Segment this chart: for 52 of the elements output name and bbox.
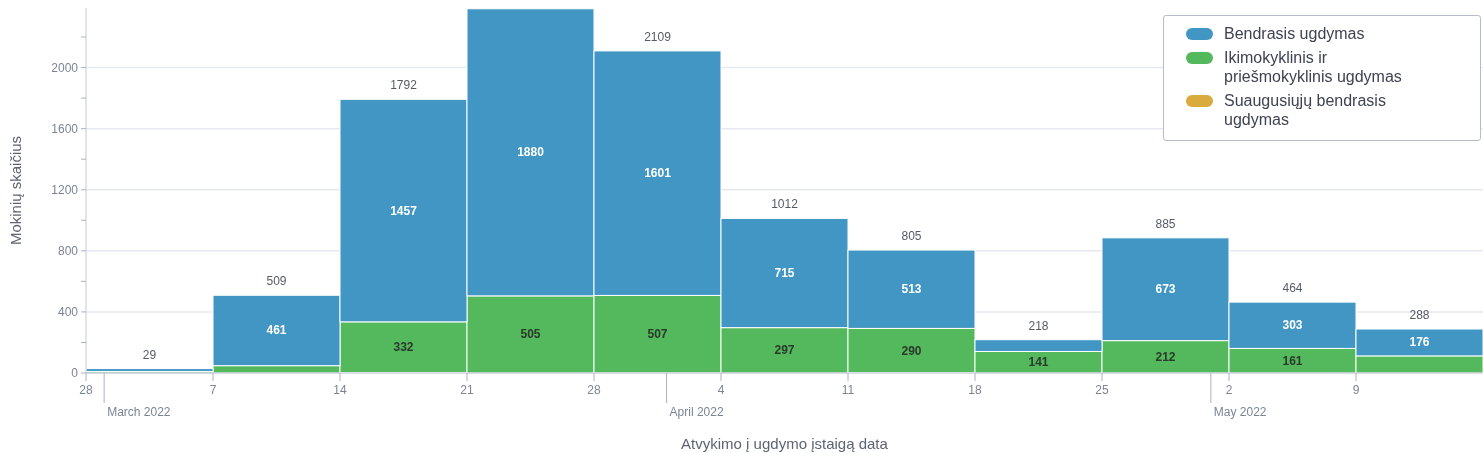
data-label: 297 (774, 343, 795, 358)
x-tick-label: 9 (1352, 383, 1360, 397)
x-tick-label: 25 (1095, 383, 1109, 397)
total-label: 885 (1155, 216, 1176, 231)
x-tick-label: 7 (209, 383, 217, 397)
x-axis-title: Atvykimo į ugdymo įstaigą data (681, 435, 889, 452)
x-tick-label: 28 (587, 383, 601, 397)
x-tick-label: 14 (333, 383, 347, 397)
y-tick-label: 400 (57, 304, 79, 319)
data-label: 673 (1155, 282, 1176, 297)
x-tick-label: 11 (841, 383, 855, 397)
x-tick-label: 4 (717, 383, 725, 397)
total-label: 509 (266, 274, 287, 289)
data-label: 141 (1028, 355, 1049, 370)
total-label: 1792 (390, 78, 418, 93)
total-label: 1012 (771, 197, 799, 212)
data-label: 303 (1282, 318, 1303, 333)
data-label: 212 (1155, 349, 1176, 364)
data-label: 507 (647, 327, 668, 342)
x-tick-label: 28 (79, 383, 93, 397)
text: March 2022 (107, 405, 171, 419)
y-tick-label: 1600 (51, 121, 79, 136)
total-label: 218 (1028, 318, 1049, 333)
legend-label: Ikimokyklinis ir priešmokyklinis ugdymas (1224, 48, 1403, 86)
data-label: 1457 (390, 203, 418, 218)
legend-label: Suaugusiųjų bendrasis ugdymas (1224, 91, 1387, 129)
data-label: 513 (901, 282, 922, 297)
text: April 2022 (669, 405, 724, 419)
total-label: 29 (142, 347, 157, 362)
y-tick-label: 1200 (51, 182, 79, 197)
data-label: 461 (266, 323, 287, 338)
total-label: 288 (1409, 308, 1430, 323)
total-label: 464 (1282, 281, 1303, 296)
total-label: 805 (901, 229, 922, 244)
data-label: 505 (520, 327, 541, 342)
data-label: 290 (901, 343, 922, 358)
y-tick-label: 0 (71, 366, 79, 380)
data-label: 332 (393, 340, 414, 355)
data-label: 1601 (644, 166, 672, 181)
y-tick-label: 2000 (51, 60, 79, 75)
y-axis-title: Mokinių skaičius (7, 135, 25, 246)
legend-label: Bendrasis ugdymas (1224, 24, 1365, 43)
data-label: 715 (774, 266, 795, 281)
text: May 2022 (1213, 405, 1267, 419)
x-tick-label: 2 (1225, 383, 1233, 397)
data-label: 176 (1409, 335, 1430, 350)
x-tick-label: 18 (968, 383, 982, 397)
y-tick-label: 800 (57, 243, 79, 258)
total-label: 2109 (644, 29, 672, 44)
data-label: 1880 (517, 145, 545, 160)
data-label: 161 (1282, 353, 1303, 368)
x-tick-label: 21 (460, 383, 474, 397)
